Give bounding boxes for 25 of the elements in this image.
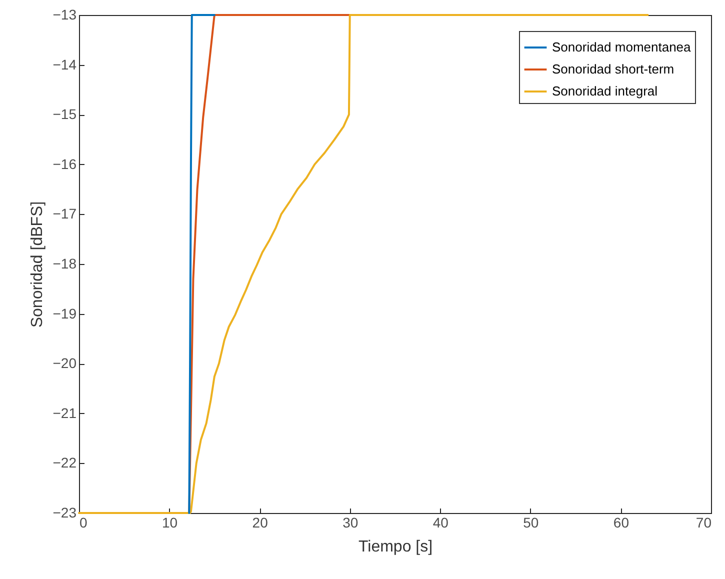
- legend-label: Sonoridad short-term: [552, 62, 674, 76]
- y-tick-label: −21: [52, 404, 77, 421]
- x-tick-label: 70: [696, 514, 712, 530]
- x-tick-label: 30: [342, 514, 358, 530]
- x-axis-title: Tiempo [s]: [358, 538, 433, 556]
- x-tick-label: 0: [80, 514, 88, 530]
- y-tick-label: −20: [52, 355, 77, 372]
- y-tick-label: −18: [52, 256, 77, 272]
- x-tick-label: 40: [432, 514, 449, 530]
- x-tick-label: 60: [613, 514, 630, 530]
- y-tick-label: −17: [52, 206, 77, 222]
- y-tick-label: −23: [52, 504, 77, 520]
- x-tick-label: 20: [252, 514, 268, 530]
- y-tick-label: −13: [52, 6, 77, 22]
- y-tick-label: −14: [52, 56, 77, 72]
- line-series: [188, 14, 216, 514]
- y-axis-title: Sonoridad [dBFS]: [28, 201, 46, 328]
- y-tick-label: −19: [52, 305, 77, 322]
- x-tick-label: 50: [523, 514, 539, 530]
- legend-label: Sonoridad momentanea: [552, 40, 692, 54]
- legend-label: Sonoridad integral: [552, 84, 658, 98]
- y-tick-label: −22: [52, 454, 77, 471]
- x-tick-label: 10: [162, 514, 178, 530]
- y-tick-label: −15: [52, 106, 77, 122]
- y-tick-label: −16: [52, 156, 77, 172]
